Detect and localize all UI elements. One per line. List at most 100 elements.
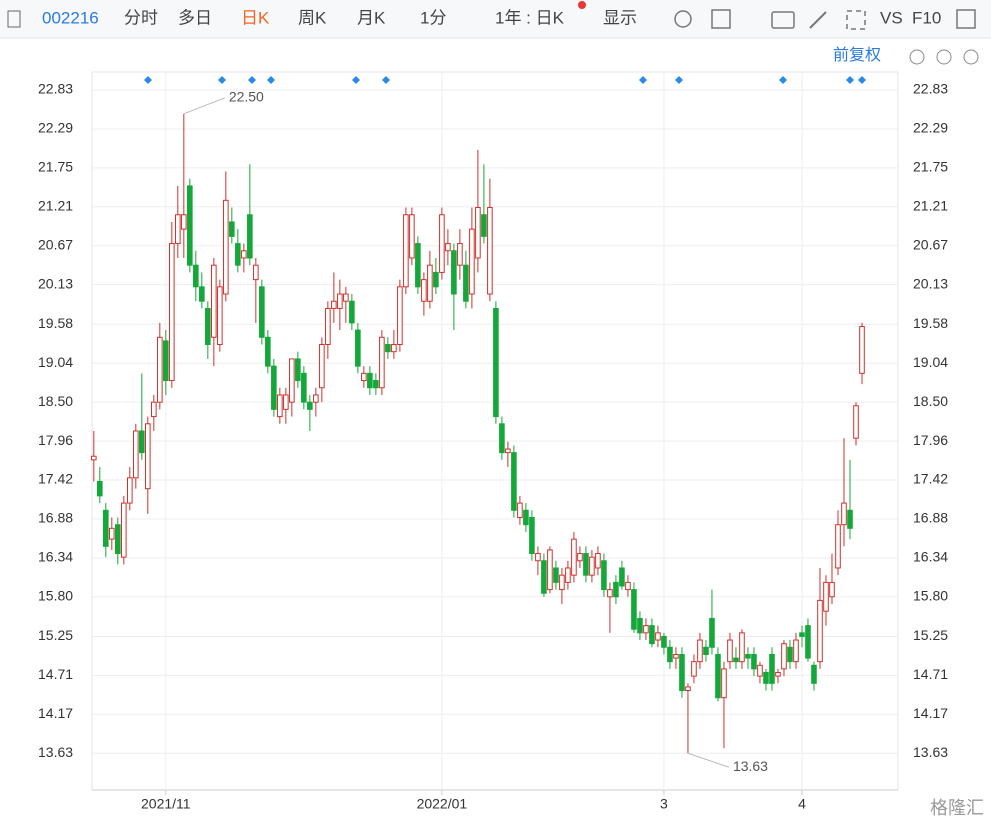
annotation-leader — [183, 97, 226, 115]
pen-icon[interactable] — [809, 11, 827, 29]
candle-body — [607, 589, 613, 598]
tab[interactable]: 1年 : 日K — [495, 8, 565, 27]
candle-body — [169, 243, 175, 382]
candle-body — [199, 286, 205, 302]
candle-body — [823, 581, 829, 612]
candle-body — [523, 509, 529, 526]
candle-body — [373, 380, 379, 389]
candle-body — [265, 336, 271, 367]
x-tick-label: 3 — [660, 796, 668, 812]
candle-body — [121, 502, 127, 558]
candle-body — [187, 185, 193, 266]
adjust-mode[interactable]: 前复权 — [833, 46, 881, 64]
candle-body — [247, 214, 253, 259]
zoom-in[interactable] — [963, 49, 979, 65]
tab[interactable]: 1分 — [420, 8, 446, 27]
toolbar — [0, 0, 991, 38]
y-tick-label-right: 16.88 — [913, 510, 948, 526]
y-tick-label-right: 13.63 — [913, 744, 948, 760]
stock-code[interactable]: 002216 — [42, 8, 99, 27]
candle-body — [427, 264, 433, 302]
panel-icon[interactable] — [956, 9, 976, 29]
candle-body — [295, 358, 301, 382]
candle-body — [145, 423, 151, 490]
y-tick-label: 16.88 — [38, 510, 73, 526]
tab[interactable]: 显示 — [603, 8, 637, 27]
candle-body — [829, 581, 835, 598]
candle-body — [775, 671, 781, 677]
candle-body — [283, 394, 289, 410]
y-tick-label-right: 17.96 — [913, 432, 948, 448]
candle-body — [529, 517, 535, 555]
candle-body — [577, 553, 583, 562]
candle-body — [241, 250, 247, 259]
candle-body — [193, 264, 199, 288]
tabs: 分时 多日 日K 周K 月K 1分 1年 : 日K 显示 VS F10 — [124, 8, 941, 27]
candle-body — [745, 653, 751, 659]
candle-body — [385, 343, 391, 353]
candle-body — [715, 653, 721, 699]
candle-body — [361, 372, 367, 382]
candle-body — [97, 480, 103, 497]
candle-body — [853, 405, 859, 439]
candle-body — [559, 574, 565, 591]
fullscreen-icon[interactable] — [846, 10, 866, 30]
reset-icon[interactable] — [909, 49, 925, 65]
candle-body — [667, 646, 673, 663]
sidebar-toggle[interactable] — [7, 10, 21, 28]
settings-icon[interactable] — [674, 10, 692, 28]
candle-body — [115, 524, 121, 555]
candle-body — [301, 372, 307, 403]
candle-body — [109, 527, 115, 540]
candle-body — [331, 300, 337, 309]
candle-body — [817, 599, 823, 663]
candle-body — [655, 632, 661, 641]
candle-body — [139, 430, 145, 454]
candle-body — [583, 553, 589, 576]
candle-body — [481, 214, 487, 237]
candle-body — [157, 336, 163, 403]
candle-body — [673, 653, 679, 659]
candle-body — [469, 228, 475, 295]
zoom-out[interactable] — [936, 49, 952, 65]
candle-body — [691, 661, 697, 677]
x-tick-label: 4 — [798, 796, 806, 812]
candle-body — [589, 556, 595, 576]
candle-body — [223, 199, 229, 295]
y-tick-label-right: 19.04 — [913, 354, 948, 370]
tab[interactable]: VS — [880, 8, 903, 27]
y-tick-label: 21.75 — [38, 159, 73, 175]
candle-body — [835, 524, 841, 569]
box-icon[interactable] — [711, 9, 731, 29]
candle-body — [103, 509, 109, 547]
candle-body — [379, 336, 385, 389]
tab[interactable]: 周K — [298, 8, 327, 27]
candle-body — [397, 286, 403, 345]
tab[interactable]: 多日 — [178, 8, 212, 27]
candle-body — [661, 635, 667, 648]
candle-body — [859, 325, 865, 374]
y-tick-label: 17.42 — [38, 471, 73, 487]
candle-body — [487, 207, 493, 295]
candle-body — [133, 430, 139, 479]
candle-body — [313, 394, 319, 403]
annotation-label: 22.50 — [229, 89, 264, 105]
candle-body — [517, 502, 523, 519]
y-tick-label: 19.58 — [38, 315, 73, 331]
candle-body — [403, 214, 409, 288]
candle-body — [625, 581, 631, 591]
candle-body — [439, 214, 445, 273]
candle-body — [415, 243, 421, 288]
tab[interactable]: 日K — [241, 8, 270, 27]
tab[interactable]: 分时 — [124, 8, 158, 27]
candle-body — [211, 264, 217, 338]
candle-body — [409, 214, 415, 259]
camera-icon[interactable] — [771, 11, 795, 29]
tab[interactable]: F10 — [912, 8, 941, 27]
candle-body — [337, 293, 343, 309]
candle-body — [253, 264, 259, 281]
y-tick-label-right: 22.29 — [913, 120, 948, 136]
y-tick-label-right: 17.42 — [913, 471, 948, 487]
tab[interactable]: 月K — [357, 8, 386, 27]
